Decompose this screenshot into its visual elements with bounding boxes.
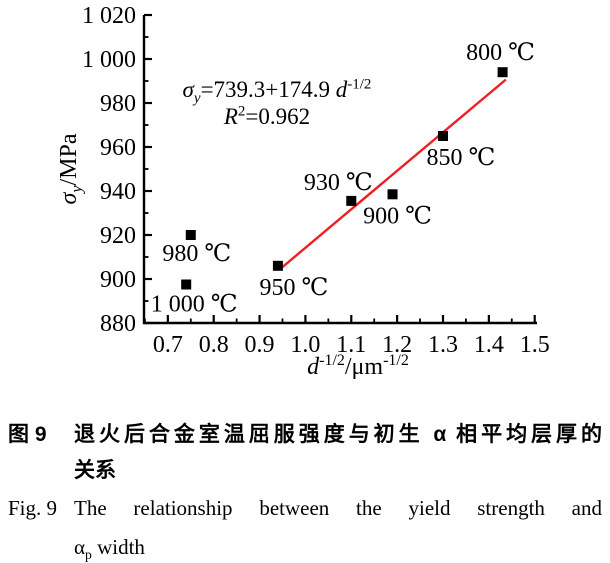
- caption-en-line1: The relationship between the yield stren…: [74, 496, 602, 520]
- x-tick-label: 0.9: [245, 332, 275, 358]
- point-label: 1 000 ℃: [151, 292, 238, 318]
- caption-en-line2: αp width: [74, 535, 145, 563]
- data-point: [437, 131, 448, 141]
- y-tick-label: 960: [100, 135, 136, 161]
- caption-en-body: The relationship between the yield stren…: [74, 489, 602, 563]
- y-tick-label: 920: [100, 223, 136, 249]
- data-point: [272, 260, 283, 271]
- fit-equation: σy=739.3+174.9 d-1/2: [183, 76, 372, 106]
- caption-zh-label: 图 9: [8, 423, 47, 446]
- point-label: 800 ℃: [466, 40, 535, 66]
- caption-en-label: Fig. 9: [8, 496, 58, 520]
- y-tick-label: 1 000: [82, 47, 136, 73]
- caption-en: Fig. 9 The relationship between the yiel…: [8, 489, 602, 563]
- x-tick-label: 1.5: [520, 332, 550, 358]
- data-point: [346, 195, 357, 206]
- fit-line: [280, 78, 507, 270]
- point-label: 900 ℃: [363, 203, 432, 229]
- data-point: [181, 279, 192, 290]
- x-tick-label: 1.2: [382, 332, 412, 358]
- caption-zh-line2: 关系: [74, 459, 116, 482]
- x-tick-label: 0.8: [199, 332, 229, 358]
- x-tick-label: 1.3: [428, 332, 458, 358]
- x-tick-label: 1.0: [290, 332, 320, 358]
- y-tick-label: 940: [100, 179, 136, 205]
- caption-zh-body: 退火后合金室温屈服强度与初生 α 相平均层厚的 关系: [74, 417, 602, 489]
- point-label: 980 ℃: [162, 241, 231, 267]
- y-axis-title: σy/MPa: [56, 133, 86, 204]
- x-tick-label: 1.4: [474, 332, 504, 358]
- y-tick-label: 900: [100, 267, 136, 293]
- scatter-chart: 0.7 0.8 0.9 1.0 1.1 1.2 1.3 1.4 1.5 880 900 920 940 9…: [56, 3, 550, 380]
- data-point: [497, 67, 508, 78]
- fit-r-squared: R2=0.962: [223, 103, 310, 129]
- y-tick-label: 980: [100, 91, 136, 117]
- y-tick-label: 880: [100, 311, 136, 337]
- caption-zh: 图 9 退火后合金室温屈服强度与初生 α 相平均层厚的 关系: [8, 417, 602, 489]
- data-point: [387, 189, 398, 200]
- x-axis-title: d-1/2/μm-1/2: [307, 352, 409, 380]
- point-label: 950 ℃: [259, 275, 328, 301]
- y-tick-label: 1 020: [82, 3, 136, 29]
- data-point: [185, 230, 196, 240]
- point-label: 850 ℃: [427, 145, 496, 171]
- point-label: 930 ℃: [304, 170, 373, 196]
- x-tick-label: 1.1: [336, 332, 366, 358]
- plot-group: 0.7 0.8 0.9 1.0 1.1 1.2 1.3 1.4 1.5 880 900 920 940 9…: [56, 3, 550, 380]
- caption-zh-line1: 退火后合金室温屈服强度与初生 α 相平均层厚的: [74, 423, 602, 446]
- x-tick-label: 0.7: [153, 332, 183, 358]
